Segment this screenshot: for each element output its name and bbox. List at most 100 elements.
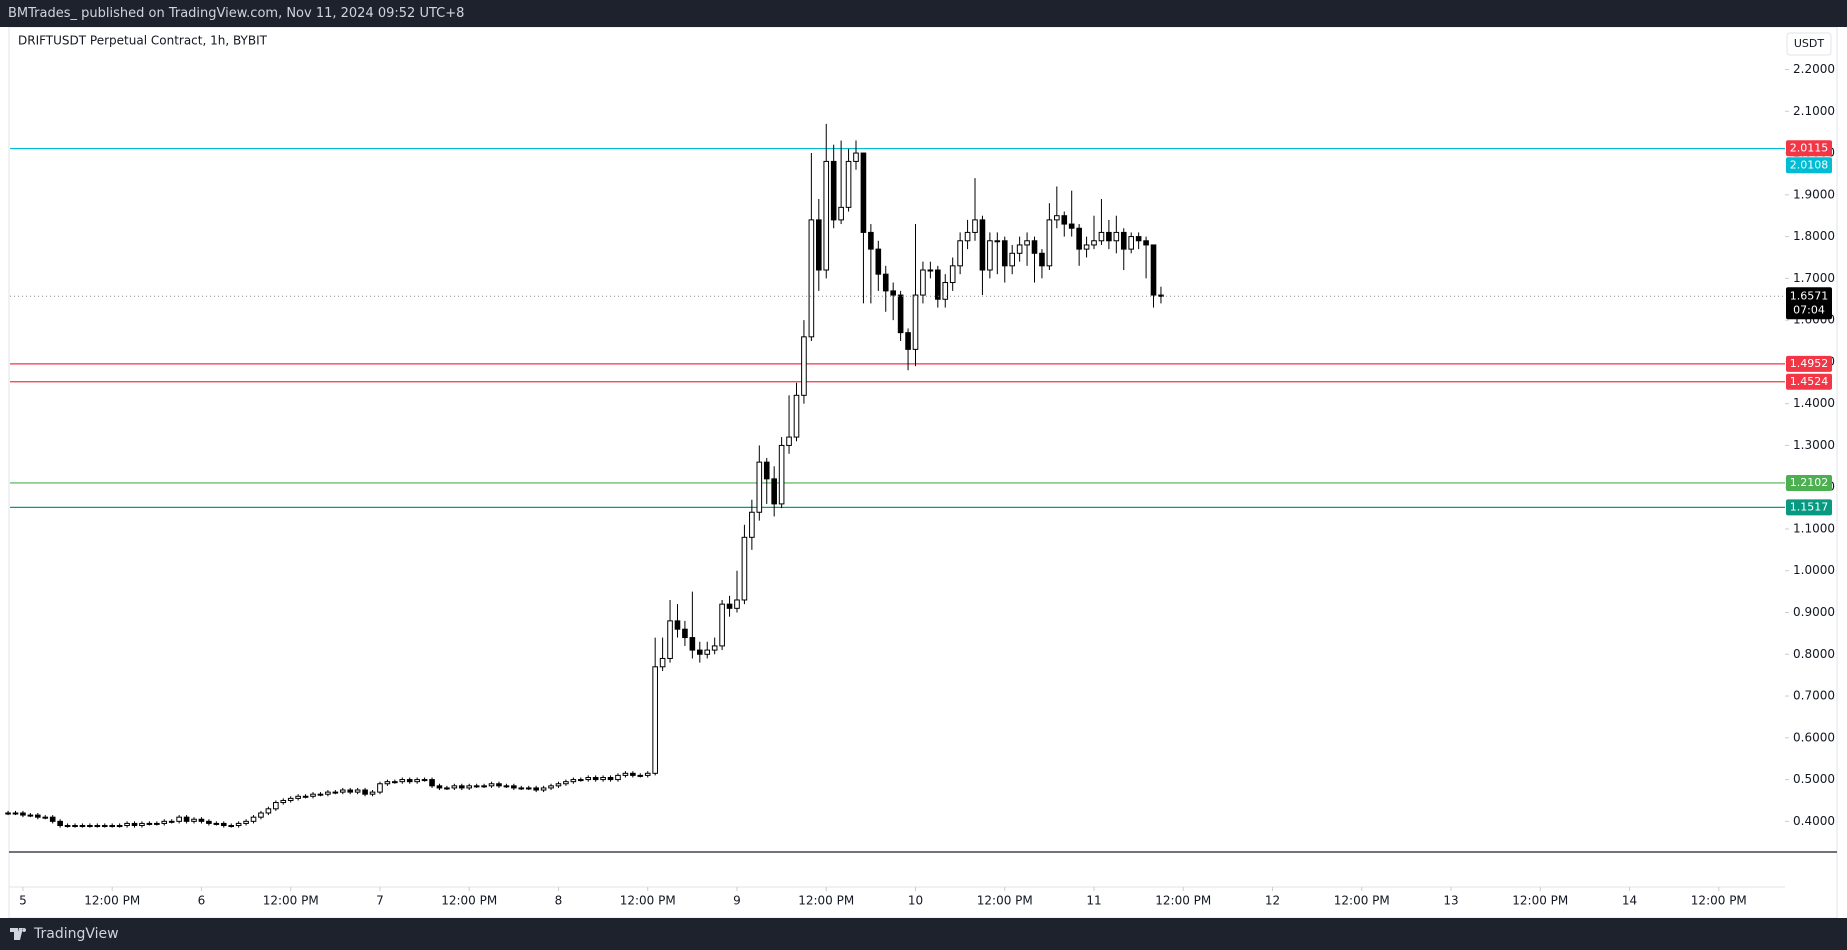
level-tag bbox=[1786, 157, 1832, 174]
candle-body bbox=[771, 478, 777, 505]
candle-body bbox=[339, 789, 346, 793]
y-tick-label: 1.8000 bbox=[1793, 229, 1835, 243]
candle-body bbox=[689, 637, 696, 651]
candle-body bbox=[525, 787, 532, 790]
y-tick-label: 0.7000 bbox=[1793, 689, 1835, 703]
y-tick-label: 2.2000 bbox=[1793, 62, 1835, 76]
chart-title: DRIFTUSDT Perpetual Contract, 1h, BYBIT bbox=[18, 34, 268, 48]
candle-body bbox=[570, 779, 577, 783]
x-tick-label: 8 bbox=[555, 894, 563, 908]
candle-body bbox=[882, 273, 889, 292]
candle-body bbox=[444, 787, 450, 790]
currency-label: USDT bbox=[1794, 37, 1825, 50]
candle-body bbox=[176, 816, 182, 822]
candle-body bbox=[711, 645, 718, 651]
candle-body bbox=[421, 779, 428, 782]
candle-body bbox=[258, 812, 264, 818]
candle-body bbox=[1143, 240, 1149, 246]
candle-body bbox=[577, 779, 584, 782]
candle-body bbox=[860, 152, 867, 233]
candle-body bbox=[1120, 231, 1127, 250]
countdown-label: 07:04 bbox=[1793, 303, 1825, 316]
candle-body bbox=[12, 812, 19, 815]
candle-body bbox=[243, 820, 249, 824]
candle-body bbox=[154, 822, 160, 825]
candle-body bbox=[972, 219, 978, 233]
x-tick-label: 6 bbox=[198, 894, 206, 908]
candle-body bbox=[206, 820, 212, 824]
candle-body bbox=[927, 269, 934, 272]
candle-body bbox=[146, 822, 153, 825]
candle-body bbox=[763, 461, 770, 480]
candle-body bbox=[935, 269, 941, 300]
candle-body bbox=[1091, 240, 1097, 246]
candle-body bbox=[830, 160, 837, 221]
x-tick-label: 12:00 PM bbox=[977, 894, 1033, 908]
candle-body bbox=[451, 785, 458, 789]
y-tick-label: 0.5000 bbox=[1793, 772, 1835, 786]
candle-body bbox=[131, 822, 138, 827]
logo bbox=[10, 928, 27, 940]
candle-body bbox=[696, 649, 703, 655]
candle-body bbox=[1158, 294, 1164, 297]
candle-body bbox=[116, 825, 123, 828]
candle-body bbox=[533, 787, 539, 791]
x-tick-label: 9 bbox=[733, 894, 741, 908]
candle-body bbox=[726, 603, 733, 609]
candle-body bbox=[987, 240, 993, 271]
brand: TradingView bbox=[34, 926, 119, 942]
candle-body bbox=[1009, 252, 1015, 267]
candle-body bbox=[466, 785, 473, 789]
currency-box bbox=[1786, 32, 1832, 56]
x-tick-label: 12:00 PM bbox=[84, 894, 140, 908]
level-tag bbox=[1786, 140, 1832, 157]
y-tick-label: 0.6000 bbox=[1793, 730, 1835, 744]
candle-body bbox=[741, 536, 748, 601]
candle-body bbox=[235, 822, 242, 827]
level-label: 1.2102 bbox=[1790, 476, 1829, 489]
candle-body bbox=[957, 240, 963, 267]
level-label: 1.4952 bbox=[1790, 357, 1829, 370]
x-tick-label: 10 bbox=[908, 894, 923, 908]
candle-body bbox=[912, 294, 919, 350]
level-label: 2.0115 bbox=[1790, 141, 1829, 154]
candle-body bbox=[659, 657, 666, 668]
candle-body bbox=[1054, 215, 1060, 221]
candle-body bbox=[317, 793, 324, 796]
candle-body bbox=[503, 785, 510, 788]
candle-body bbox=[1031, 240, 1038, 254]
candle-body bbox=[897, 294, 904, 334]
candle-body bbox=[280, 799, 287, 804]
level-tag bbox=[1786, 499, 1832, 516]
candle-body bbox=[20, 812, 26, 816]
x-tick-label: 12:00 PM bbox=[441, 894, 497, 908]
candle-body bbox=[964, 231, 971, 242]
candle-body bbox=[354, 789, 361, 793]
x-tick-label: 12:00 PM bbox=[1334, 894, 1390, 908]
candle-body bbox=[414, 779, 420, 783]
x-tick-label: 11 bbox=[1086, 894, 1101, 908]
candle-body bbox=[5, 812, 11, 815]
candle-body bbox=[1061, 215, 1068, 225]
candle-body bbox=[592, 776, 599, 781]
candle-body bbox=[793, 394, 800, 438]
level-label: 1.1517 bbox=[1790, 500, 1829, 513]
candle-body bbox=[124, 822, 130, 827]
candle-body bbox=[585, 776, 592, 781]
candle-body bbox=[563, 781, 569, 785]
level-tag bbox=[1786, 474, 1832, 491]
candle-body bbox=[488, 783, 495, 787]
candle-body bbox=[220, 822, 227, 827]
candle-body bbox=[332, 791, 339, 794]
candle-body bbox=[295, 795, 301, 799]
level-label: 1.4524 bbox=[1790, 375, 1829, 388]
candle-body bbox=[749, 511, 755, 538]
candle-body bbox=[436, 785, 443, 789]
candle-body bbox=[168, 820, 175, 823]
y-tick-label: 0.8000 bbox=[1793, 647, 1835, 661]
last-price-label: 1.6571 bbox=[1790, 289, 1829, 302]
candle-body bbox=[273, 802, 279, 810]
y-tick-label: 0.9000 bbox=[1793, 605, 1835, 619]
candle-body bbox=[310, 793, 316, 797]
candle-body bbox=[1039, 252, 1045, 267]
